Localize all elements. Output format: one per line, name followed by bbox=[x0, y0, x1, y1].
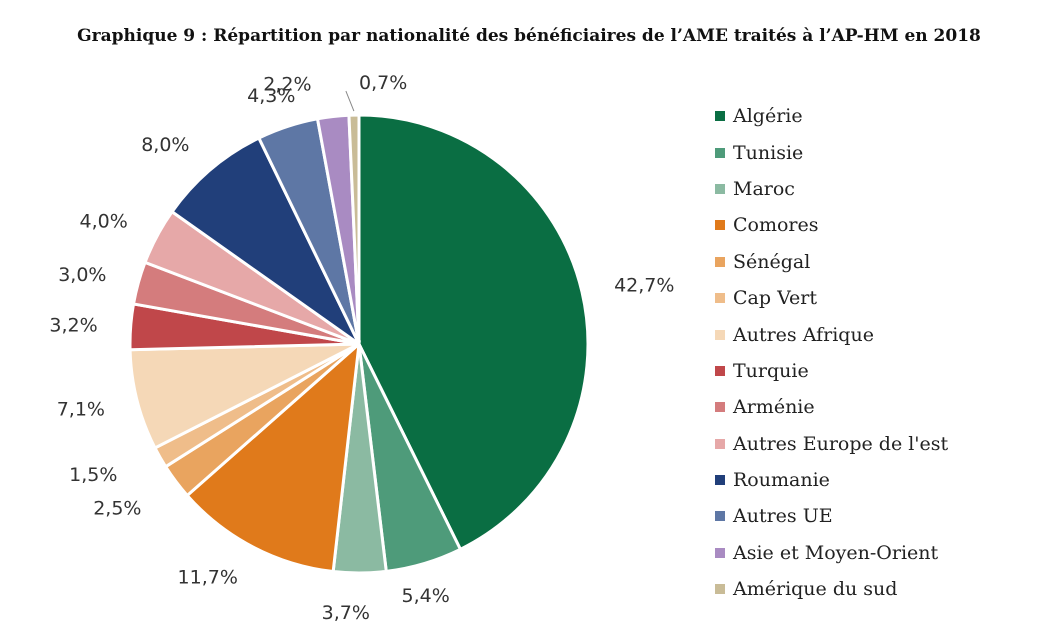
data-label-autres-ue: 4,3% bbox=[247, 85, 295, 107]
data-label-comores: 11,7% bbox=[178, 566, 238, 588]
data-label-autres-europe-de-l-est: 4,0% bbox=[80, 211, 128, 233]
legend-label: Autres UE bbox=[733, 505, 833, 528]
data-label-amerique-du-sud: 0,7% bbox=[359, 72, 407, 94]
data-label-armenie: 3,0% bbox=[58, 264, 106, 286]
pie-slice-comores bbox=[185, 340, 361, 574]
legend-label: Tunisie bbox=[733, 141, 804, 164]
data-label-cap-vert: 1,5% bbox=[69, 464, 117, 486]
data-label-senegal: 2,5% bbox=[93, 497, 141, 519]
legend-swatch bbox=[715, 293, 725, 304]
pie-slice-algerie bbox=[357, 113, 590, 552]
data-label-maroc: 3,7% bbox=[322, 602, 370, 621]
data-label-asie-et-moyen-orient: 2,2% bbox=[263, 74, 311, 96]
legend-label: Sénégal bbox=[733, 250, 811, 273]
legend-swatch bbox=[715, 220, 725, 231]
legend-item-cap-vert: Cap Vert bbox=[715, 280, 948, 316]
pie-slice-amerique-du-sud bbox=[347, 113, 361, 345]
legend-label: Autres Europe de l'est bbox=[733, 432, 949, 455]
legend-item-tunisie: Tunisie bbox=[715, 134, 948, 170]
legend-swatch bbox=[715, 256, 725, 267]
legend-item-comores: Comores bbox=[715, 207, 948, 243]
legend-swatch bbox=[715, 329, 725, 340]
pie-slice-autres-afrique bbox=[128, 342, 360, 450]
legend-swatch bbox=[715, 402, 725, 413]
legend-swatch bbox=[715, 365, 725, 376]
legend-item-senegal: Sénégal bbox=[715, 244, 948, 280]
leader-line-amerique-du-sud bbox=[345, 90, 355, 112]
pie-slice-roumanie bbox=[169, 136, 361, 346]
legend-item-autres-ue: Autres UE bbox=[715, 498, 948, 534]
legend-label: Cap Vert bbox=[733, 287, 818, 310]
legend-item-algerie: Algérie bbox=[715, 98, 948, 134]
data-label-roumanie: 8,0% bbox=[141, 134, 189, 156]
legend-item-armenie: Arménie bbox=[715, 389, 948, 425]
chart-title: Graphique 9 : Répartition par nationalit… bbox=[77, 26, 981, 46]
legend-item-roumanie: Roumanie bbox=[715, 462, 948, 498]
legend-swatch bbox=[715, 183, 725, 194]
legend-swatch bbox=[715, 438, 725, 449]
legend-item-maroc: Maroc bbox=[715, 171, 948, 207]
legend-item-turquie: Turquie bbox=[715, 353, 948, 389]
legend-swatch bbox=[715, 511, 725, 522]
legend-swatch bbox=[715, 111, 725, 122]
legend-label: Autres Afrique bbox=[733, 323, 874, 346]
data-label-turquie: 3,2% bbox=[49, 314, 97, 336]
legend-swatch bbox=[715, 147, 725, 158]
data-label-algerie: 42,7% bbox=[614, 274, 674, 296]
legend-label: Comores bbox=[733, 214, 819, 237]
legend-label: Arménie bbox=[733, 396, 815, 419]
legend-label: Asie et Moyen-Orient bbox=[733, 541, 939, 564]
legend-label: Roumanie bbox=[733, 469, 830, 492]
legend-label: Maroc bbox=[733, 177, 795, 200]
chart-legend: Algérie Tunisie Maroc Comores Sénégal Cap Ver… bbox=[715, 98, 948, 607]
legend-label: Turquie bbox=[733, 359, 809, 382]
legend-swatch bbox=[715, 475, 725, 486]
legend-label: Amérique du sud bbox=[733, 578, 898, 601]
legend-swatch bbox=[715, 547, 725, 558]
data-label-autres-afrique: 7,1% bbox=[57, 398, 105, 420]
legend-item-amerique-du-sud: Amérique du sud bbox=[715, 571, 948, 607]
legend-item-autres-afrique: Autres Afrique bbox=[715, 316, 948, 352]
data-label-tunisie: 5,4% bbox=[402, 585, 450, 607]
legend-swatch bbox=[715, 584, 725, 595]
legend-item-autres-europe-de-l-est: Autres Europe de l'est bbox=[715, 426, 948, 462]
legend-item-asie-et-moyen-orient: Asie et Moyen-Orient bbox=[715, 535, 948, 571]
legend-label: Algérie bbox=[733, 105, 803, 128]
